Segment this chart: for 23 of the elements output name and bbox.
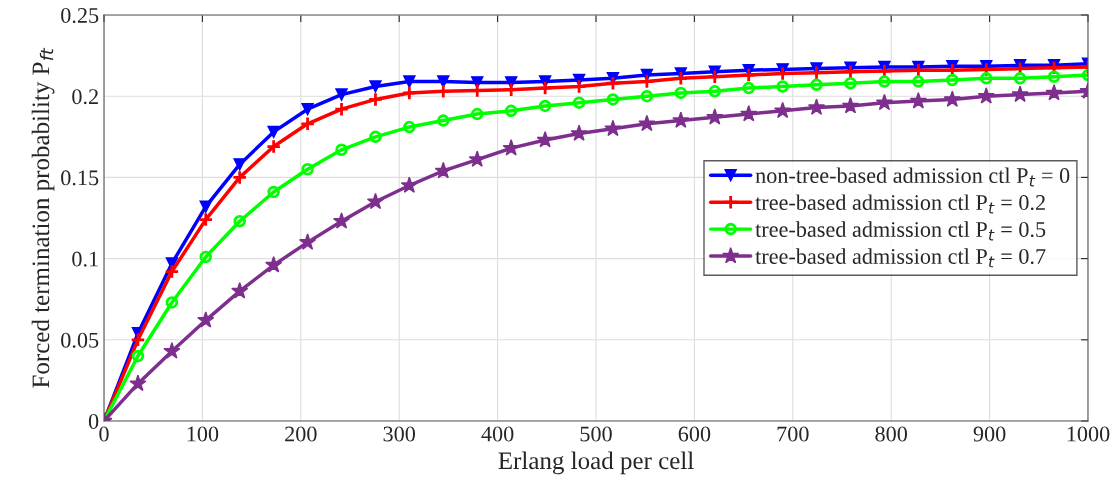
y-tick-label: 0.25 bbox=[61, 7, 99, 24]
x-tick-label: 900 bbox=[973, 426, 1006, 442]
y-tick-label: 0.05 bbox=[61, 332, 99, 348]
y-tick-label: 0.15 bbox=[61, 170, 99, 186]
x-tick-label: 1000 bbox=[1067, 426, 1110, 442]
x-axis-title: Erlang load per cell bbox=[498, 451, 694, 475]
y-tick-label: 0 bbox=[88, 413, 99, 429]
x-tick-label: 100 bbox=[187, 426, 219, 442]
x-tick-label: 600 bbox=[678, 426, 711, 442]
x-tick-label: 400 bbox=[481, 426, 514, 442]
y-tick-label: 0.2 bbox=[72, 89, 98, 105]
x-tick-label: 700 bbox=[777, 426, 809, 442]
legend-label: tree-based admission ctl P$_{t}$ = 0.7 bbox=[755, 248, 1046, 268]
x-tick-label: 800 bbox=[875, 426, 908, 442]
x-tick-label: 300 bbox=[383, 426, 416, 442]
legend-label: tree-based admission ctl P$_{t}$ = 0.2 bbox=[755, 194, 1045, 214]
legend-label: tree-based admission ctl P$_{t}$ = 0.5 bbox=[755, 221, 1046, 241]
x-tick-label: 500 bbox=[580, 426, 612, 442]
x-tick-label: 0 bbox=[99, 426, 109, 442]
x-tick-label: 200 bbox=[285, 426, 317, 442]
y-tick-label: 0.1 bbox=[72, 251, 98, 267]
y-axis-title: Forced termination probability P$_{ft}$ bbox=[31, 47, 55, 388]
legend-label: non-tree-based admission ctl P$_{t}$ = 0 bbox=[755, 167, 1070, 187]
